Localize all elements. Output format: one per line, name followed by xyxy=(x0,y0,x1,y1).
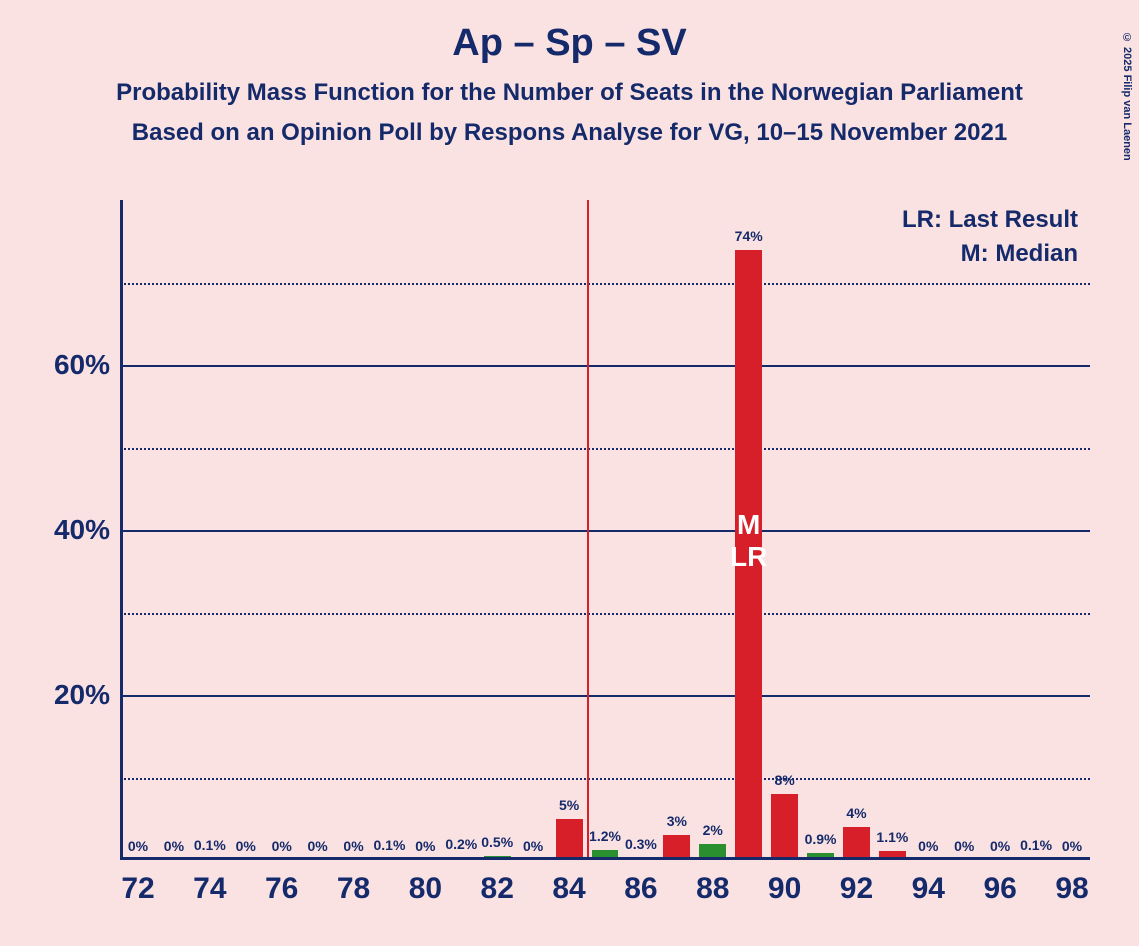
bar-value-label: 0% xyxy=(164,838,184,854)
y-axis-tick-label: 40% xyxy=(54,514,110,546)
bar-value-label: 0.2% xyxy=(445,836,477,852)
bar-value-label: 2% xyxy=(703,822,723,838)
chart-subtitle-2: Based on an Opinion Poll by Respons Anal… xyxy=(0,119,1139,147)
chart-legend: LR: Last Result M: Median xyxy=(902,206,1078,274)
bar-value-label: 0.1% xyxy=(373,837,405,853)
x-axis-tick-label: 86 xyxy=(624,872,657,906)
bar-value-label: 0% xyxy=(307,838,327,854)
x-axis-tick-label: 92 xyxy=(840,872,873,906)
gridline-minor xyxy=(120,283,1090,285)
bar-value-label: 0% xyxy=(272,838,292,854)
x-axis-tick-label: 82 xyxy=(481,872,514,906)
x-axis-tick-label: 78 xyxy=(337,872,370,906)
bar-value-label: 0% xyxy=(990,838,1010,854)
chart-plot-area: LR: Last Result M: Median 20%40%60%0%0%0… xyxy=(120,200,1090,860)
bar-value-label: 0% xyxy=(415,838,435,854)
y-axis-tick-label: 60% xyxy=(54,349,110,381)
bar-value-label: 0% xyxy=(954,838,974,854)
bar-value-label: 0.1% xyxy=(1020,837,1052,853)
chart-title: Ap – Sp – SV xyxy=(0,22,1139,65)
bar-annotation: MLR xyxy=(730,509,767,573)
bar-value-label: 0% xyxy=(918,838,938,854)
gridline-minor xyxy=(120,448,1090,450)
majority-line xyxy=(587,200,589,860)
bar-value-label: 8% xyxy=(774,772,794,788)
bar-red xyxy=(771,794,798,860)
bar-red xyxy=(556,819,583,860)
bar-value-label: 0.9% xyxy=(805,831,837,847)
x-axis xyxy=(120,857,1090,860)
x-axis-tick-label: 90 xyxy=(768,872,801,906)
y-axis-tick-label: 20% xyxy=(54,679,110,711)
x-axis-tick-label: 88 xyxy=(696,872,729,906)
x-axis-tick-label: 74 xyxy=(193,872,226,906)
bar-value-label: 0.1% xyxy=(194,837,226,853)
bar-value-label: 0.5% xyxy=(481,834,513,850)
x-axis-tick-label: 80 xyxy=(409,872,442,906)
chart-subtitle-1: Probability Mass Function for the Number… xyxy=(0,79,1139,107)
gridline-major xyxy=(120,695,1090,697)
gridline-major xyxy=(120,530,1090,532)
gridline-minor xyxy=(120,778,1090,780)
legend-m: M: Median xyxy=(902,240,1078,268)
gridline-minor xyxy=(120,613,1090,615)
y-axis xyxy=(120,200,123,860)
bar-value-label: 3% xyxy=(667,813,687,829)
bar-red xyxy=(843,827,870,860)
bar-value-label: 74% xyxy=(735,228,763,244)
copyright-text: © 2025 Filip van Laenen xyxy=(1121,32,1133,161)
bar-value-label: 5% xyxy=(559,797,579,813)
bar-red: MLR xyxy=(735,250,762,861)
bar-value-label: 0% xyxy=(128,838,148,854)
x-axis-tick-label: 72 xyxy=(121,872,154,906)
bar-value-label: 4% xyxy=(846,805,866,821)
x-axis-tick-label: 76 xyxy=(265,872,298,906)
bar-value-label: 1.2% xyxy=(589,828,621,844)
x-axis-tick-label: 94 xyxy=(912,872,945,906)
bar-value-label: 0% xyxy=(236,838,256,854)
bar-value-label: 0% xyxy=(343,838,363,854)
x-axis-tick-label: 84 xyxy=(552,872,585,906)
bar-value-label: 0% xyxy=(1062,838,1082,854)
bar-value-label: 0.3% xyxy=(625,836,657,852)
bar-value-label: 0% xyxy=(523,838,543,854)
bar-value-label: 1.1% xyxy=(876,829,908,845)
legend-lr: LR: Last Result xyxy=(902,206,1078,234)
x-axis-tick-label: 96 xyxy=(983,872,1016,906)
x-axis-tick-label: 98 xyxy=(1055,872,1088,906)
gridline-major xyxy=(120,365,1090,367)
